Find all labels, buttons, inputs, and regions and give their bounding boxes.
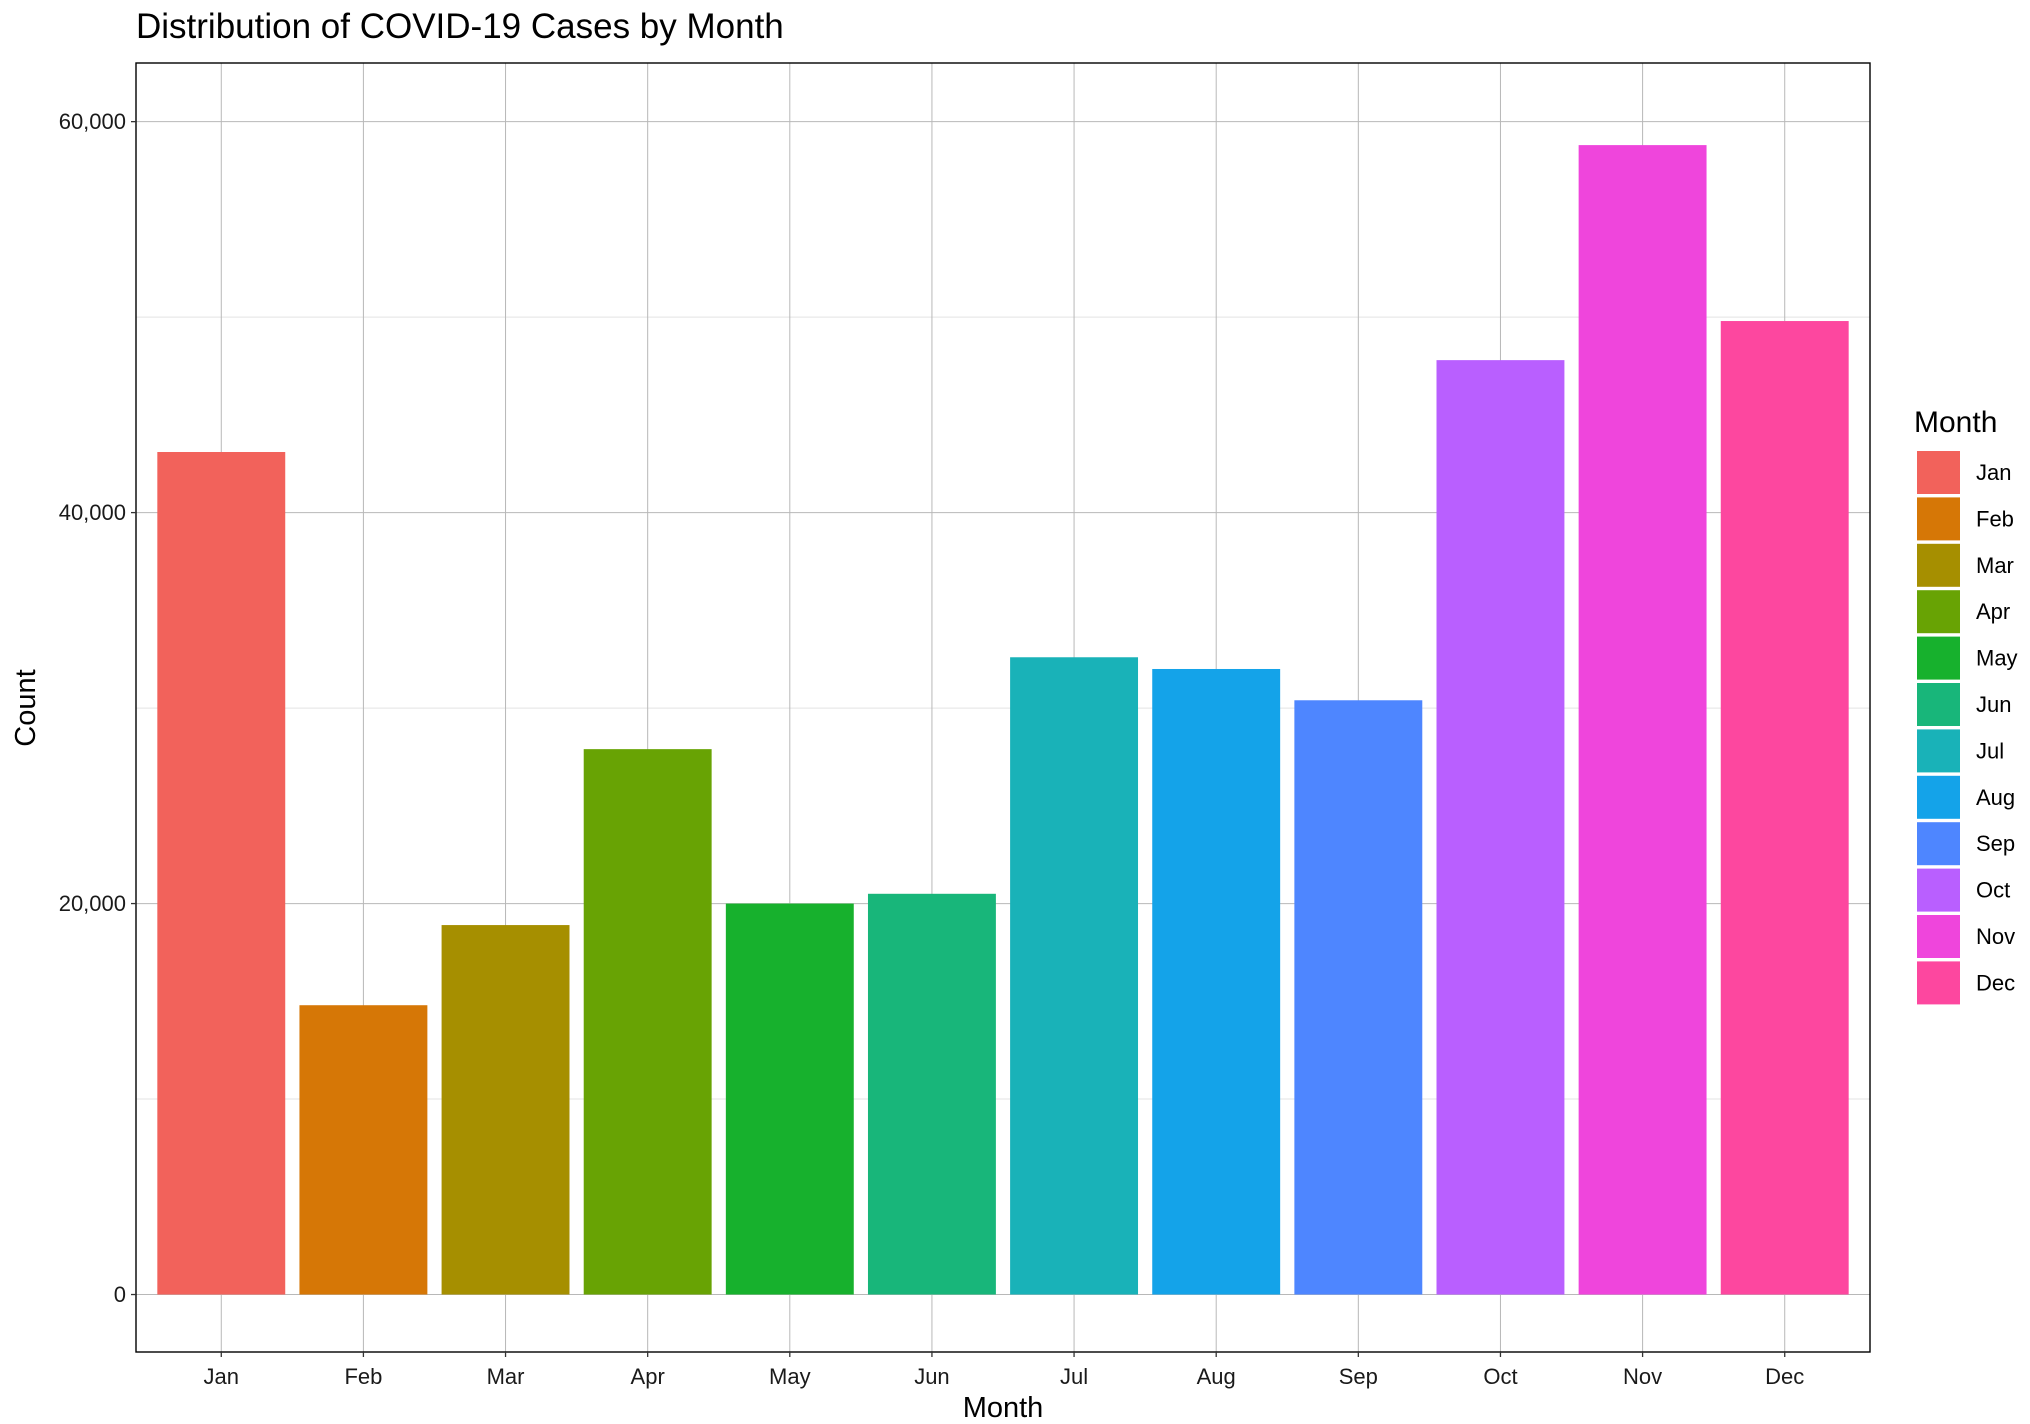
legend-key-apr xyxy=(1917,590,1960,634)
x-tick-label: Sep xyxy=(1339,1364,1378,1389)
x-tick-label: Feb xyxy=(344,1364,382,1389)
legend-key-nov xyxy=(1917,915,1960,958)
chart-title: Distribution of COVID-19 Cases by Month xyxy=(136,7,784,46)
y-axis: 0 20,000 40,000 60,000 xyxy=(59,109,136,1307)
legend: Month Jan Feb Mar Apr May Jun Jul Aug Sep Oct Nov D… xyxy=(1914,406,2018,1005)
bar-feb xyxy=(299,1005,428,1295)
x-tick-label: Jun xyxy=(914,1364,949,1389)
y-axis-title: Count xyxy=(10,669,42,746)
legend-label: Nov xyxy=(1976,924,2015,949)
legend-title: Month xyxy=(1914,406,1997,439)
bar-oct xyxy=(1436,360,1565,1295)
legend-key-feb xyxy=(1917,497,1960,541)
legend-key-sep xyxy=(1917,822,1960,866)
legend-key-dec xyxy=(1917,961,1960,1005)
y-tick-label: 0 xyxy=(114,1282,126,1307)
y-tick-label: 60,000 xyxy=(59,109,126,134)
legend-label: Feb xyxy=(1976,506,2014,531)
legend-key-jul xyxy=(1917,729,1960,773)
legend-label: Oct xyxy=(1976,878,2010,903)
x-axis: Jan Feb Mar Apr May Jun Jul Aug Sep Oct Nov Dec xyxy=(204,1352,1804,1389)
legend-label: Dec xyxy=(1976,970,2015,995)
bar-nov xyxy=(1578,145,1707,1295)
bar-sep xyxy=(1294,700,1423,1295)
legend-key-aug xyxy=(1917,775,1960,819)
x-tick-label: Dec xyxy=(1765,1364,1804,1389)
legend-key-jun xyxy=(1917,683,1960,726)
bars xyxy=(157,145,1849,1295)
legend-key-jan xyxy=(1917,451,1960,494)
x-tick-label: Oct xyxy=(1483,1364,1517,1389)
x-tick-label: Jul xyxy=(1060,1364,1088,1389)
legend-label: Jul xyxy=(1976,738,2004,763)
legend-label: Aug xyxy=(1976,785,2015,810)
legend-key-oct xyxy=(1917,868,1960,912)
bar-may xyxy=(725,903,854,1295)
x-tick-label: Apr xyxy=(631,1364,665,1389)
legend-label: Mar xyxy=(1976,553,2014,578)
x-tick-label: Nov xyxy=(1623,1364,1662,1389)
bar-jun xyxy=(867,893,996,1295)
x-tick-label: Aug xyxy=(1197,1364,1236,1389)
legend-key-mar xyxy=(1917,543,1960,587)
y-tick-label: 20,000 xyxy=(59,891,126,916)
bar-mar xyxy=(441,925,570,1295)
plot-panel-border xyxy=(135,62,1871,1353)
x-axis-title: Month xyxy=(963,1392,1044,1424)
bar-dec xyxy=(1720,321,1849,1295)
x-tick-label: Jan xyxy=(204,1364,239,1389)
bar-jan xyxy=(157,452,286,1295)
bar-aug xyxy=(1152,668,1281,1295)
legend-label: Jan xyxy=(1976,460,2011,485)
x-tick-label: Mar xyxy=(487,1364,525,1389)
legend-label: Jun xyxy=(1976,692,2011,717)
y-tick-label: 40,000 xyxy=(59,500,126,525)
legend-label: Sep xyxy=(1976,831,2015,856)
bar-jul xyxy=(1010,657,1139,1295)
legend-key-may xyxy=(1917,636,1960,680)
x-tick-label: May xyxy=(769,1364,811,1389)
legend-label: May xyxy=(1976,646,2018,671)
legend-label: Apr xyxy=(1976,599,2010,624)
bar-apr xyxy=(583,749,712,1295)
